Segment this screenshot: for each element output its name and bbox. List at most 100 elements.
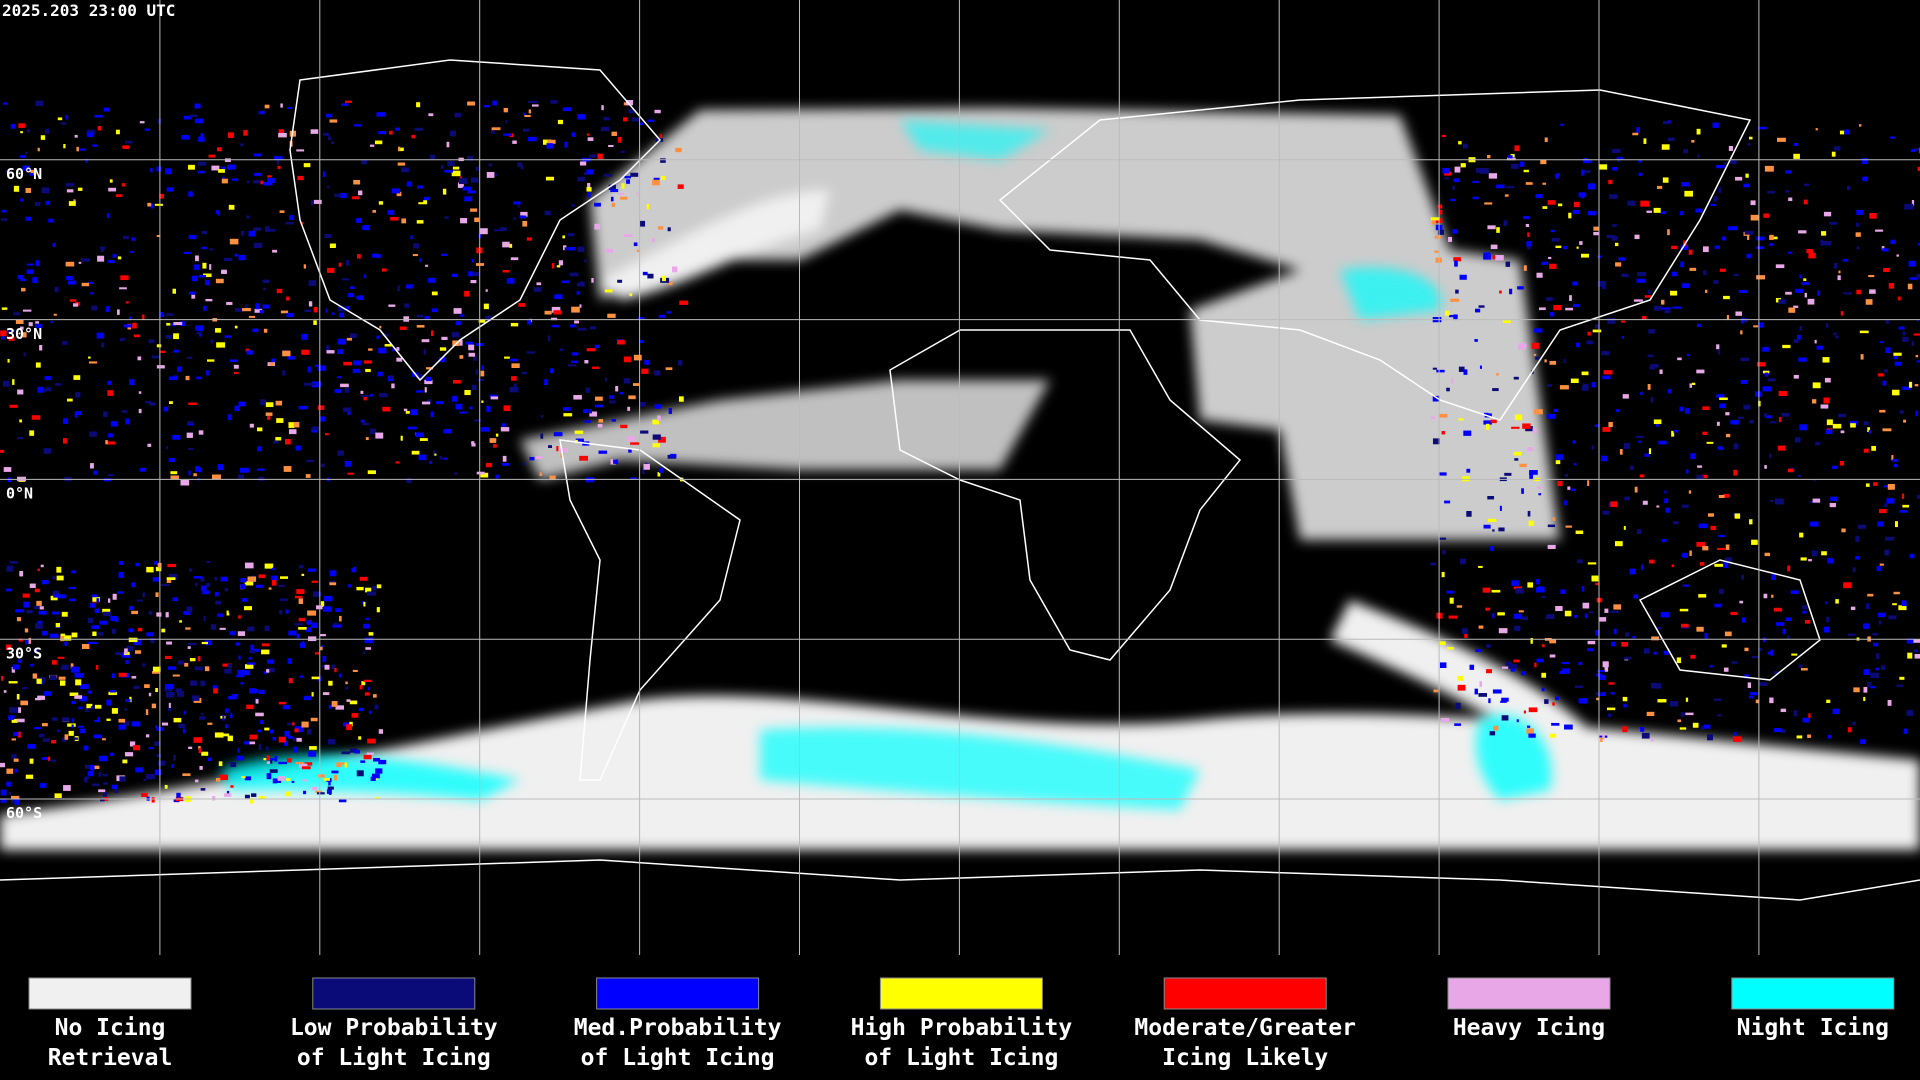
icing-speckle: [258, 689, 265, 695]
icing-speckle: [1572, 209, 1580, 214]
icing-speckle: [431, 291, 438, 296]
icing-speckle: [1866, 603, 1869, 610]
icing-speckle: [156, 754, 162, 758]
icing-speckle: [1751, 539, 1758, 545]
icing-speckle: [1608, 682, 1615, 685]
icing-speckle: [559, 348, 564, 352]
icing-speckle: [198, 430, 204, 435]
icing-speckle: [1430, 416, 1436, 419]
icing-speckle: [295, 761, 304, 765]
icing-speckle: [70, 663, 74, 669]
icing-speckle: [265, 402, 274, 408]
icing-speckle: [666, 311, 672, 314]
icing-speckle: [572, 352, 579, 356]
icing-speckle: [81, 282, 90, 287]
icing-speckle: [237, 631, 246, 636]
icing-speckle: [214, 576, 218, 581]
icing-speckle: [1808, 252, 1816, 259]
icing-speckle: [1602, 661, 1609, 668]
icing-speckle: [1580, 253, 1589, 258]
icing-speckle: [16, 693, 20, 700]
icing-speckle: [1691, 382, 1696, 386]
icing-speckle: [1832, 708, 1840, 715]
icing-speckle: [1453, 178, 1460, 183]
icing-speckle: [1582, 602, 1590, 609]
icing-speckle: [235, 675, 244, 678]
icing-speckle: [1898, 326, 1905, 330]
icing-speckle: [619, 391, 624, 395]
icing-speckle: [1648, 448, 1652, 455]
icing-speckle: [344, 460, 352, 467]
icing-speckle: [326, 350, 335, 354]
icing-speckle: [658, 436, 666, 443]
icing-speckle: [1663, 121, 1669, 124]
icing-speckle: [1688, 249, 1693, 255]
icing-speckle: [1439, 662, 1447, 669]
icing-speckle: [412, 254, 419, 257]
icing-speckle: [105, 306, 110, 313]
icing-speckle: [131, 676, 137, 679]
icing-speckle: [1793, 305, 1799, 308]
icing-speckle: [1883, 369, 1888, 373]
icing-speckle: [1560, 123, 1564, 126]
icing-speckle: [363, 679, 372, 682]
icing-speckle: [311, 580, 319, 583]
icing-speckle: [93, 734, 102, 739]
icing-speckle: [197, 656, 201, 662]
icing-speckle: [155, 566, 162, 572]
icing-speckle: [166, 577, 176, 580]
icing-speckle: [30, 169, 37, 175]
icing-speckle: [279, 576, 289, 579]
icing-speckle: [304, 762, 313, 766]
icing-speckle: [1475, 167, 1482, 173]
icing-speckle: [357, 254, 361, 259]
icing-speckle: [250, 644, 254, 651]
icing-speckle: [107, 433, 113, 438]
icing-speckle: [195, 255, 199, 262]
icing-speckle: [146, 566, 154, 573]
icing-speckle: [148, 611, 153, 615]
icing-speckle: [103, 411, 108, 417]
icing-speckle: [274, 755, 278, 762]
icing-speckle: [1483, 420, 1492, 425]
icing-speckle: [1636, 127, 1641, 133]
icing-speckle: [424, 316, 431, 320]
icing-speckle: [1867, 427, 1870, 432]
icing-speckle: [212, 796, 216, 801]
icing-speckle: [1542, 206, 1548, 209]
icing-speckle: [171, 764, 174, 769]
icing-speckle: [111, 784, 118, 790]
icing-speckle: [528, 100, 538, 103]
icing-speckle: [1869, 289, 1876, 294]
icing-speckle: [1697, 154, 1700, 158]
icing-speckle: [1523, 265, 1527, 271]
icing-speckle: [331, 141, 335, 145]
icing-speckle: [52, 590, 60, 597]
icing-speckle: [323, 778, 330, 781]
icing-speckle: [1794, 437, 1801, 443]
icing-speckle: [1638, 160, 1642, 163]
icing-speckle: [1484, 202, 1493, 205]
icing-speckle: [633, 242, 638, 247]
icing-speckle: [1572, 281, 1579, 286]
icing-speckle: [249, 798, 254, 804]
icing-speckle: [597, 153, 603, 160]
icing-speckle: [56, 566, 62, 573]
icing-speckle: [309, 746, 317, 750]
icing-speckle: [1808, 713, 1811, 718]
icing-speckle: [71, 570, 77, 574]
icing-speckle: [343, 407, 351, 412]
icing-speckle: [252, 328, 259, 332]
icing-speckle: [1587, 648, 1594, 652]
icing-speckle: [1718, 534, 1725, 538]
icing-speckle: [325, 345, 330, 352]
icing-speckle: [564, 247, 569, 251]
icing-speckle: [491, 128, 495, 135]
icing-speckle: [1902, 386, 1911, 390]
icing-speckle: [1, 307, 8, 310]
icing-speckle: [474, 419, 482, 422]
icing-speckle: [1859, 124, 1862, 127]
icing-speckle: [164, 687, 173, 692]
icing-speckle: [370, 428, 377, 435]
icing-speckle: [1771, 594, 1774, 598]
